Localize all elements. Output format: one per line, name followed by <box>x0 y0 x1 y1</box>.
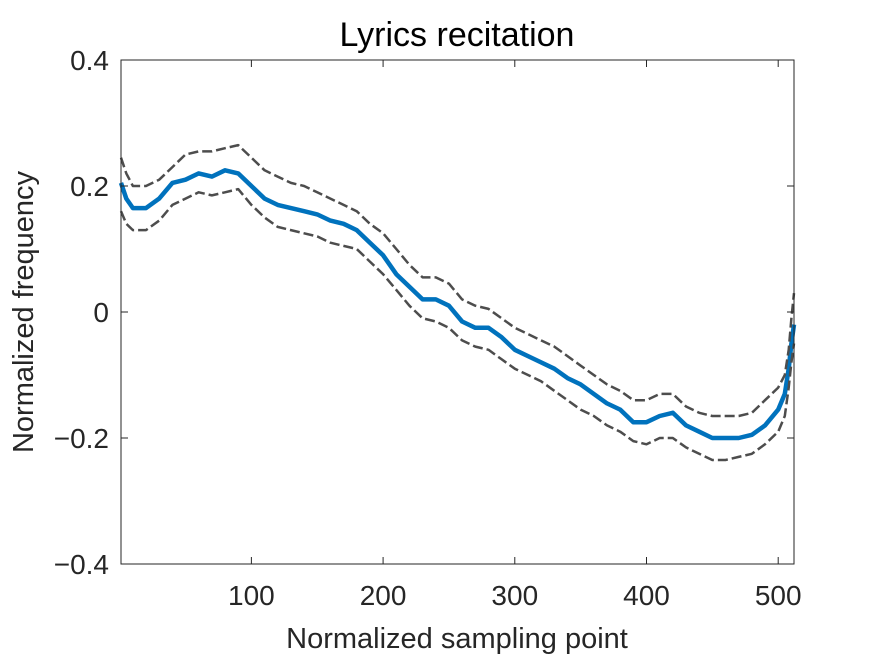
y-tick-label: −0.4 <box>54 549 109 580</box>
series-layer <box>118 143 797 462</box>
y-axis-label: Normalized frequency <box>8 170 40 453</box>
y-tick-label: 0 <box>93 297 109 328</box>
y-tick-label: 0.2 <box>70 171 109 202</box>
x-tick-label: 300 <box>491 580 538 611</box>
y-tick-label: 0.4 <box>70 45 109 76</box>
lower-bound-line <box>119 187 796 462</box>
mean-line <box>118 168 797 441</box>
upper-bound-line <box>119 143 796 418</box>
y-tick-label: −0.2 <box>54 423 109 454</box>
x-tick-label: 200 <box>360 580 407 611</box>
x-tick-label: 500 <box>755 580 802 611</box>
chart-title: Lyrics recitation <box>340 16 575 54</box>
x-ticks: 100 200 300 400 500 <box>228 60 802 611</box>
plot-area-background <box>121 60 794 564</box>
x-axis-label: Normalized sampling point <box>286 623 628 655</box>
x-tick-label: 100 <box>228 580 275 611</box>
x-tick-label: 400 <box>623 580 670 611</box>
y-ticks: −0.4 −0.2 0 0.2 0.4 <box>54 45 794 580</box>
